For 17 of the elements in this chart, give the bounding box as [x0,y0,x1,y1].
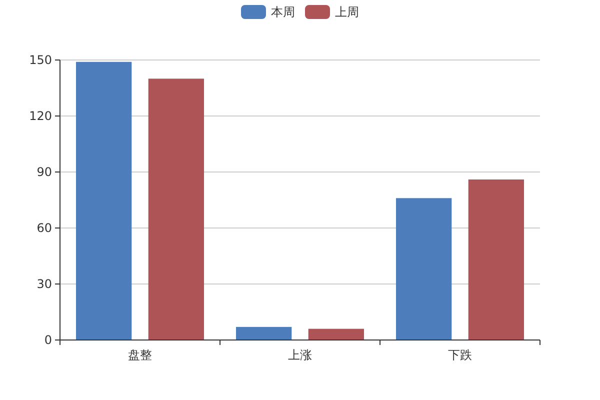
y-tick-label: 30 [36,277,52,291]
y-tick-label: 0 [44,333,52,347]
y-tick-label: 60 [36,221,52,235]
bar [308,328,364,340]
x-tick-label: 盘整 [128,348,152,362]
bar [148,78,204,340]
legend-label: 上周 [335,5,359,19]
x-tick-label: 上涨 [288,348,312,362]
bar [236,326,292,340]
y-tick-label: 150 [29,53,52,67]
y-tick-label: 120 [29,109,52,123]
y-tick-label: 90 [36,165,52,179]
bar [396,198,452,340]
x-tick-label: 下跌 [448,348,472,362]
legend-label: 本周 [271,5,295,19]
bar [76,62,132,340]
bar [468,179,524,340]
